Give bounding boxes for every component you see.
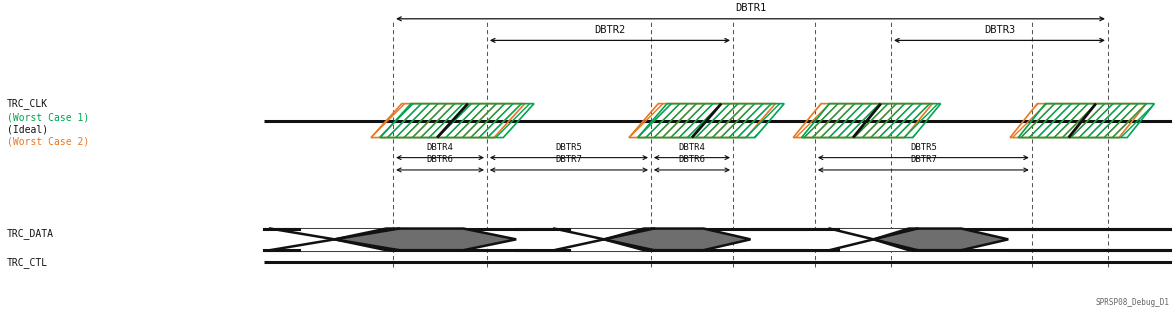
Text: DBTR3: DBTR3 xyxy=(984,25,1015,35)
Text: DBTR4: DBTR4 xyxy=(678,143,705,152)
Text: DBTR2: DBTR2 xyxy=(595,25,625,35)
Polygon shape xyxy=(529,229,646,250)
Text: DBTR6: DBTR6 xyxy=(427,156,454,165)
Text: (Worst Case 2): (Worst Case 2) xyxy=(7,136,89,146)
Text: DBTR5: DBTR5 xyxy=(910,143,937,152)
Text: (Ideal): (Ideal) xyxy=(7,125,48,135)
Polygon shape xyxy=(874,229,1009,250)
Text: TRC_DATA: TRC_DATA xyxy=(7,228,54,239)
Text: DBTR1: DBTR1 xyxy=(735,3,766,13)
Text: DBTR6: DBTR6 xyxy=(678,156,705,165)
Text: DBTR5: DBTR5 xyxy=(556,143,582,152)
Text: DBTR4: DBTR4 xyxy=(427,143,454,152)
Text: SPRSP08_Debug_D1: SPRSP08_Debug_D1 xyxy=(1096,298,1169,307)
Polygon shape xyxy=(334,229,516,250)
Text: TRC_CLK: TRC_CLK xyxy=(7,98,48,109)
Text: DBTR7: DBTR7 xyxy=(556,156,582,165)
Polygon shape xyxy=(604,229,751,250)
Text: (Worst Case 1): (Worst Case 1) xyxy=(7,113,89,123)
Text: DBTR7: DBTR7 xyxy=(910,156,937,165)
Polygon shape xyxy=(238,229,389,250)
Polygon shape xyxy=(808,229,911,250)
Text: TRC_CTL: TRC_CTL xyxy=(7,257,48,268)
